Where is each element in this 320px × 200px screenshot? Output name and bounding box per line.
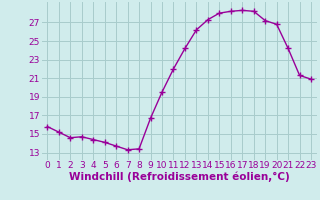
X-axis label: Windchill (Refroidissement éolien,°C): Windchill (Refroidissement éolien,°C) — [69, 172, 290, 182]
